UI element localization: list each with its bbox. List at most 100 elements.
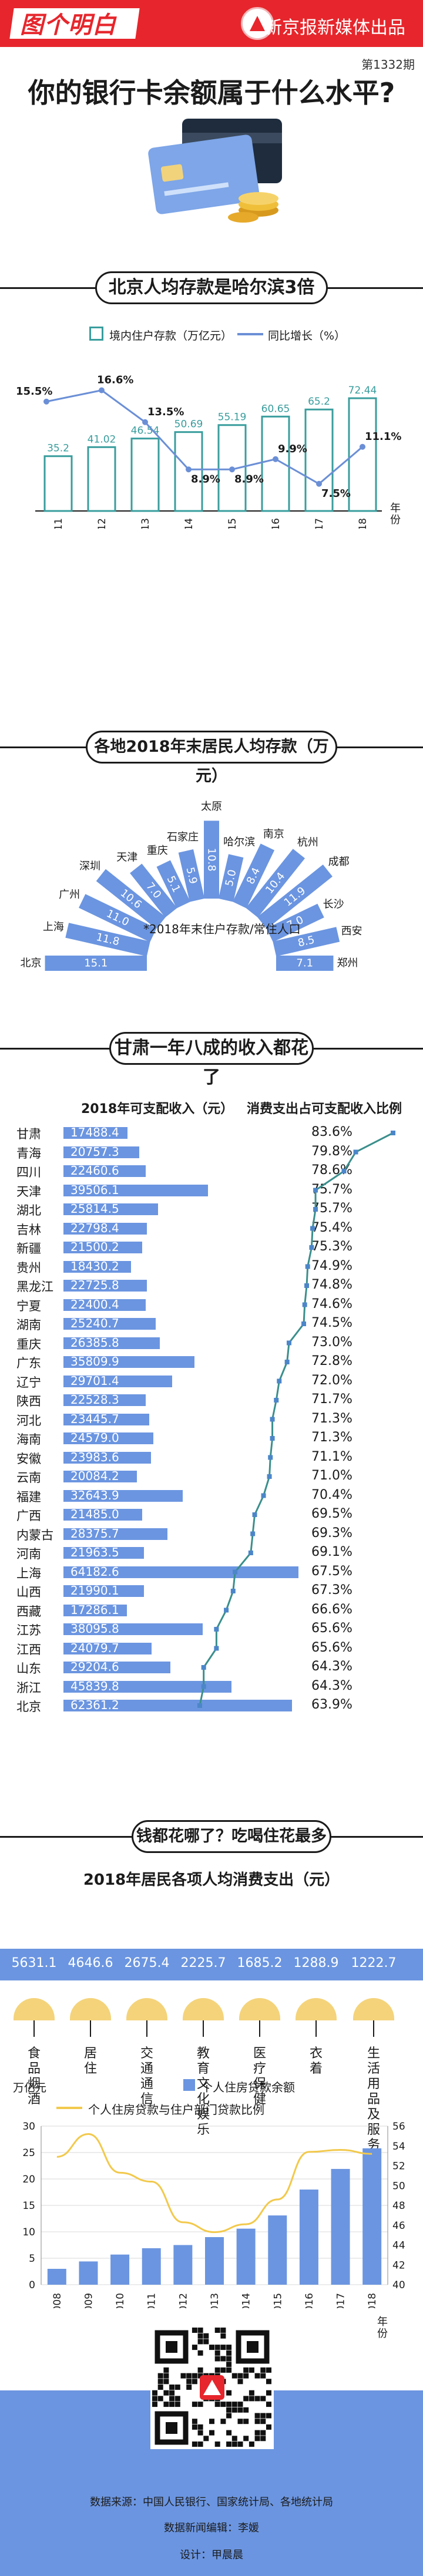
y2-tick-label: 50 — [392, 2180, 405, 2192]
city-bar-group: 15.1 北京 — [21, 956, 147, 971]
income-value: 29204.6 — [70, 1660, 119, 1674]
province-name: 广西 — [16, 1509, 41, 1523]
loan-bar — [299, 2190, 318, 2285]
loan-bar — [47, 2269, 66, 2285]
ratio-value: 66.6% — [311, 1602, 352, 1617]
category-dome — [353, 1998, 394, 2020]
city-bar-group: 5.1重庆 — [147, 845, 190, 909]
city-bar — [246, 849, 306, 918]
city-value-label: 15.1 — [84, 957, 108, 970]
city-name-label: 杭州 — [297, 836, 318, 849]
legend-line-label: 同比增长（%） — [268, 329, 346, 342]
city-name-label: 哈尔滨 — [223, 836, 255, 848]
ratio-point — [230, 1589, 236, 1593]
income-value: 18430.2 — [70, 1259, 119, 1273]
province-name: 河北 — [16, 1413, 41, 1428]
city-chart-note: *2018年末住户存款/常住人口 — [143, 922, 301, 936]
province-name: 北京 — [16, 1700, 41, 1714]
spending-value: 1288.9 — [293, 1956, 339, 1970]
deposit-label: 35.2 — [47, 443, 69, 455]
category-dome — [70, 1998, 111, 2020]
income-value: 32643.9 — [70, 1488, 119, 1502]
ratio-column-header: 消费支出占可支配收入比例 — [247, 1102, 402, 1117]
growth-label: 11.1% — [365, 431, 401, 443]
ratio-value: 75.4% — [311, 1220, 352, 1235]
issue-number: 第1332期 — [361, 58, 415, 72]
city-name-label: 西安 — [341, 925, 362, 937]
ratio-value: 72.0% — [311, 1373, 352, 1388]
ratio-value: 71.3% — [311, 1430, 352, 1445]
growth-label: 13.5% — [147, 406, 184, 418]
city-bar — [178, 849, 205, 902]
income-bar — [63, 1394, 146, 1406]
deposit-bar — [261, 415, 290, 512]
city-name-label: 太原 — [201, 801, 222, 813]
qr-code-icon[interactable] — [150, 2326, 274, 2449]
ratio-point — [310, 1226, 315, 1231]
category-pointer — [315, 2020, 317, 2037]
section1-title: 北京人均存款是哈尔滨3倍 — [95, 271, 328, 304]
ratio-point — [270, 1417, 275, 1422]
deposit-bar — [87, 446, 116, 512]
growth-label: 8.9% — [191, 473, 220, 485]
province-name: 四川 — [16, 1165, 41, 1179]
loan-line-legend-swatch — [56, 2107, 82, 2109]
spending-value: 5631.1 — [11, 1956, 57, 1970]
section4-title: 钱都花哪了？吃喝住花最多 — [132, 1820, 331, 1853]
income-bar — [63, 1489, 183, 1502]
ratio-value: 67.5% — [311, 1563, 352, 1579]
loan-ratio-line — [56, 2133, 372, 2234]
ratio-point — [201, 1684, 206, 1689]
spending-value: 4646.6 — [68, 1956, 113, 1970]
growth-point — [316, 480, 322, 487]
income-bar — [63, 1471, 137, 1482]
city-name-label: 深圳 — [79, 860, 100, 872]
growth-point — [229, 466, 235, 473]
city-name-label: 长沙 — [323, 898, 344, 910]
province-name: 宁夏 — [16, 1299, 41, 1313]
loan-year-tick: 2010 — [115, 2293, 126, 2308]
year-tick-label: 2018 — [357, 518, 369, 529]
ratio-value: 71.1% — [311, 1449, 352, 1464]
data-sources: 数据来源：中国人民银行、国家统计局、各地统计局 — [90, 2496, 333, 2508]
ratio-value: 67.3% — [311, 1583, 352, 1598]
province-name: 甘肃 — [16, 1127, 41, 1141]
ratio-point — [313, 1207, 318, 1212]
income-bar — [63, 1604, 127, 1616]
section2-title: 各地2018年末居民人均存款（万元） — [86, 731, 337, 785]
deposit-label: 41.02 — [88, 433, 116, 445]
loan-year-tick: 2017 — [335, 2293, 347, 2308]
ratio-point — [267, 1474, 272, 1479]
income-bar — [63, 1280, 147, 1292]
spending-category: 衣着 — [309, 2046, 323, 2076]
spending-category: 交通通信 — [140, 2046, 153, 2107]
ratio-value: 75.3% — [311, 1239, 352, 1254]
income-bar — [63, 1203, 158, 1215]
province-name: 浙江 — [16, 1680, 41, 1695]
province-name: 云南 — [16, 1471, 41, 1485]
designer-credit: 设计：甲晨晨 — [180, 2549, 243, 2561]
deposit-chart: 35.2 2011 41.02 2012 46.54 2013 50.69 2014 55.19… — [16, 374, 401, 529]
growth-point — [142, 419, 148, 425]
city-name-label: 天津 — [116, 851, 137, 863]
city-bar-group: 8.5西安 — [273, 925, 362, 957]
ratio-point — [252, 1512, 257, 1517]
city-bar — [204, 820, 219, 899]
province-name: 天津 — [16, 1184, 41, 1199]
city-name-label: 南京 — [263, 828, 284, 840]
city-bar — [257, 865, 333, 929]
province-name: 西藏 — [16, 1604, 41, 1619]
ratio-value: 69.5% — [311, 1506, 352, 1521]
income-value: 22725.8 — [70, 1278, 119, 1292]
category-dome — [14, 1998, 55, 2020]
growth-point — [186, 466, 192, 473]
loan-bar-legend-swatch — [183, 2079, 195, 2091]
category-pointer — [33, 2020, 35, 2037]
income-bar — [63, 1146, 140, 1158]
growth-label: 16.6% — [97, 374, 133, 386]
loan-bar — [268, 2215, 287, 2285]
y2-tick-label: 44 — [392, 2240, 405, 2252]
province-name: 江西 — [16, 1642, 41, 1657]
income-value: 28375.7 — [70, 1526, 119, 1541]
